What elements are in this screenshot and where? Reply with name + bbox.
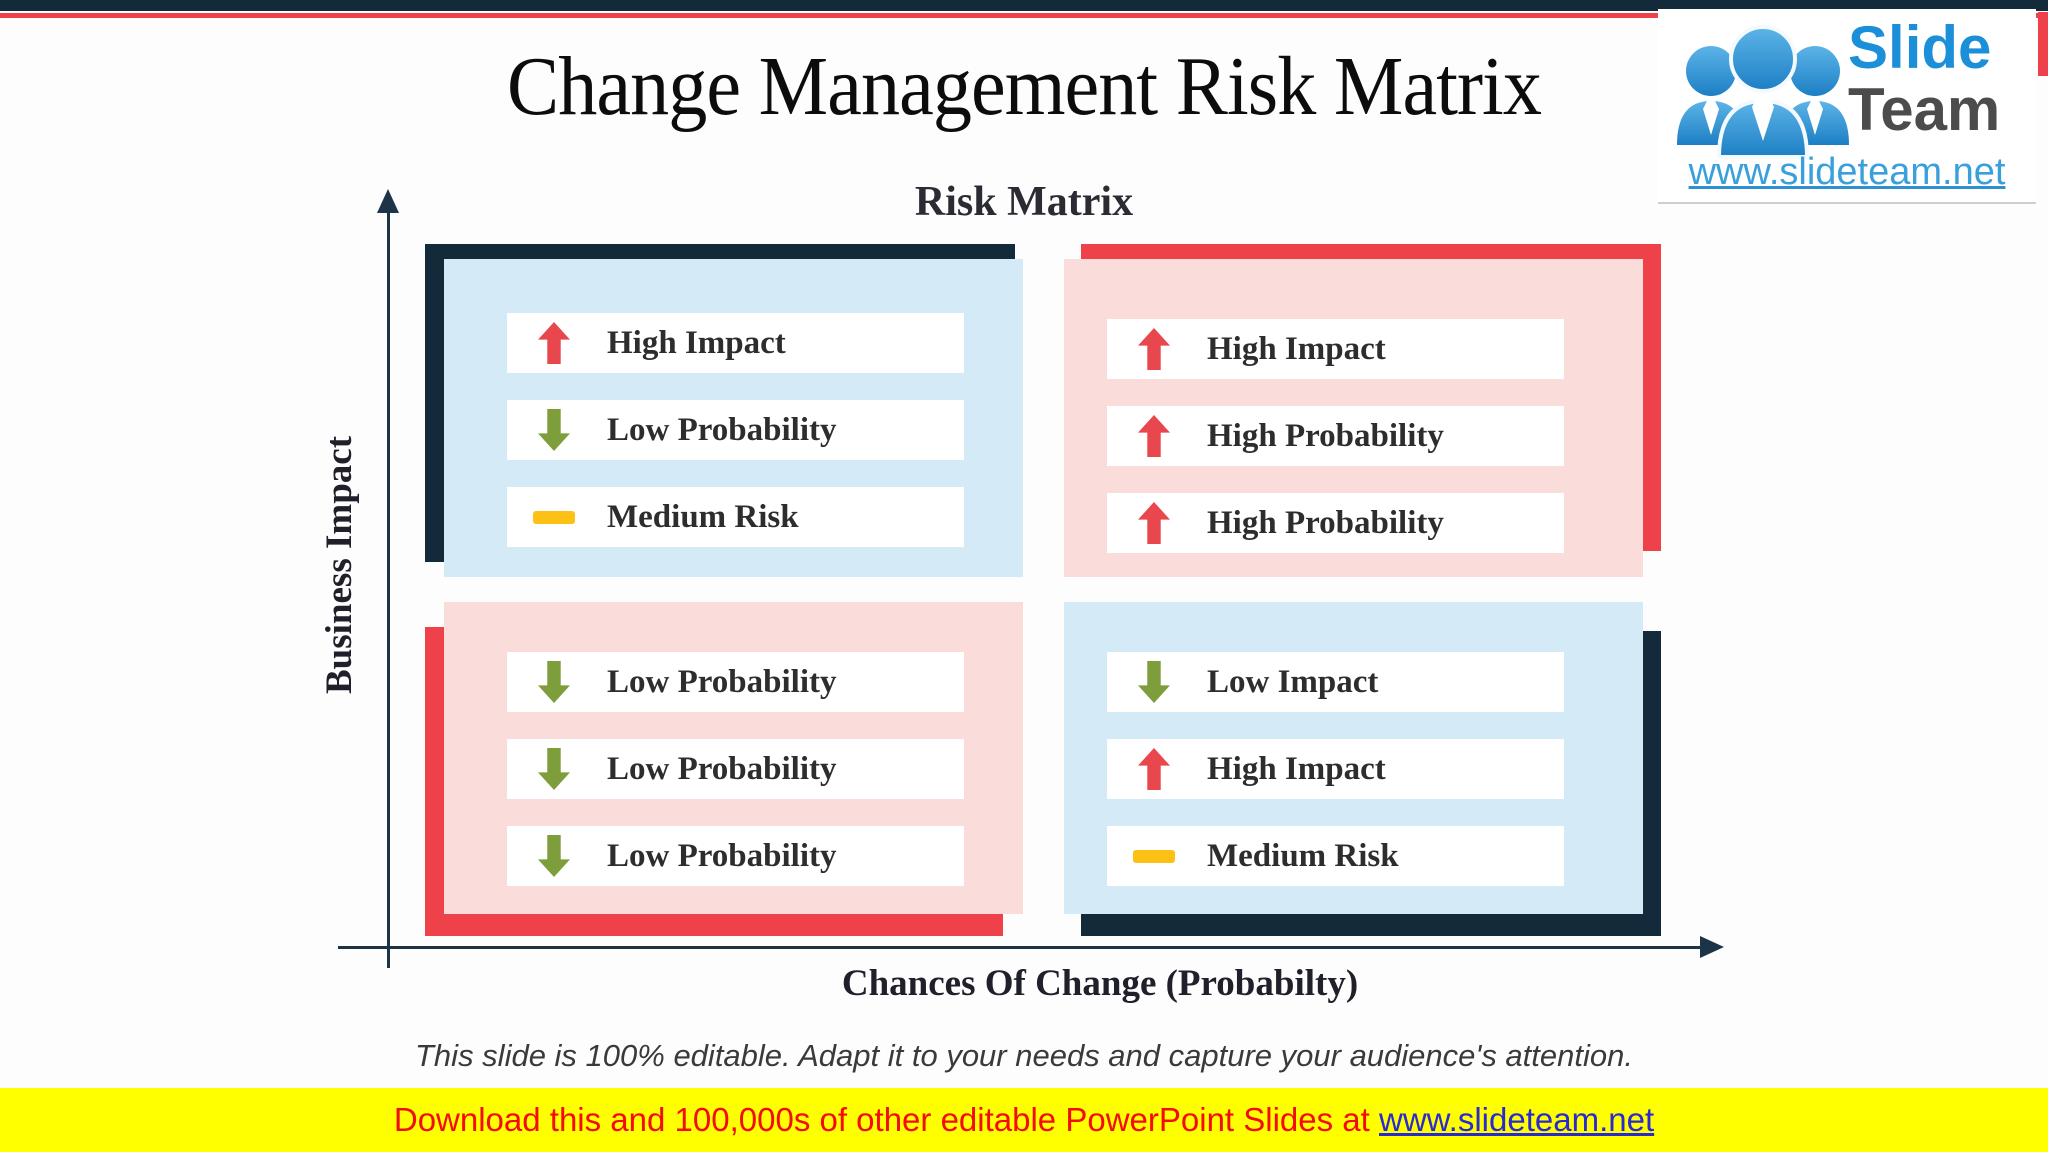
x-axis-label: Chances Of Change (Probabilty) [841, 963, 1359, 1004]
logo-people-icon [1677, 25, 1849, 159]
risk-item-row: Low Probability [507, 739, 964, 799]
risk-item-row: High Impact [1107, 739, 1564, 799]
risk-item-label: Medium Risk [607, 498, 799, 535]
logo-team-text: Team [1848, 76, 2001, 143]
logo-url-link[interactable]: www.slideteam.net [1688, 151, 2006, 193]
quadrant-top-right: High Impact High Probability High Probab… [1064, 259, 1643, 577]
down-arrow-icon [538, 661, 570, 703]
quadrant-top-left: High Impact Low Probability Medium Risk [444, 259, 1023, 577]
risk-item-label: Low Probability [607, 663, 837, 700]
risk-item-label: Medium Risk [1207, 837, 1399, 874]
download-text: Download this and 100,000s of other edit… [393, 1101, 1379, 1138]
up-arrow-icon [1138, 748, 1170, 790]
x-axis-arrow-icon [1700, 936, 1724, 958]
risk-item-label: High Probability [1207, 504, 1444, 541]
editable-note: This slide is 100% editable. Adapt it to… [415, 1038, 1633, 1073]
risk-item-label: High Impact [1207, 750, 1386, 787]
down-arrow-icon [1138, 661, 1170, 703]
up-arrow-icon [538, 322, 570, 364]
risk-item-row: Low Probability [507, 652, 964, 712]
dash-icon [1133, 849, 1175, 863]
top-bar [0, 0, 2048, 11]
risk-item-row: High Probability [1107, 406, 1564, 466]
risk-item-row: Medium Risk [507, 487, 964, 547]
risk-item-row: High Impact [1107, 319, 1564, 379]
slideteam-logo: Slide Team www.slideteam.net [1658, 9, 2036, 204]
accent-strip [2038, 12, 2048, 76]
x-axis [338, 946, 1710, 949]
risk-item-row: Low Impact [1107, 652, 1564, 712]
down-arrow-icon [538, 835, 570, 877]
up-arrow-icon [1138, 502, 1170, 544]
y-axis-label: Business Impact [319, 435, 360, 695]
risk-item-row: High Probability [1107, 493, 1564, 553]
quadrant-bottom-left: Low Probability Low Probability Low Prob… [444, 602, 1023, 914]
matrix-title: Risk Matrix [914, 179, 1134, 225]
y-axis-arrow-icon [377, 189, 399, 213]
risk-item-label: High Impact [607, 324, 786, 361]
dash-icon [533, 510, 575, 524]
risk-item-label: High Impact [1207, 330, 1386, 367]
risk-item-row: Low Probability [507, 826, 964, 886]
risk-item-row: Low Probability [507, 400, 964, 460]
risk-item-row: Medium Risk [1107, 826, 1564, 886]
risk-item-label: Low Probability [607, 750, 837, 787]
up-arrow-icon [1138, 328, 1170, 370]
down-arrow-icon [538, 748, 570, 790]
accent-line [0, 13, 2048, 18]
quadrant-bottom-right: Low Impact High Impact Medium Risk [1064, 602, 1643, 914]
down-arrow-icon [538, 409, 570, 451]
download-link[interactable]: www.slideteam.net [1379, 1101, 1655, 1138]
risk-item-label: High Probability [1207, 417, 1444, 454]
download-bar: Download this and 100,000s of other edit… [0, 1088, 2048, 1152]
risk-item-row: High Impact [507, 313, 964, 373]
logo-slide-text: Slide [1848, 14, 1992, 81]
up-arrow-icon [1138, 415, 1170, 457]
page-title: Change Management Risk Matrix [507, 40, 1542, 133]
y-axis [387, 204, 390, 968]
risk-item-label: Low Probability [607, 411, 837, 448]
risk-item-label: Low Impact [1207, 663, 1379, 700]
risk-item-label: Low Probability [607, 837, 837, 874]
